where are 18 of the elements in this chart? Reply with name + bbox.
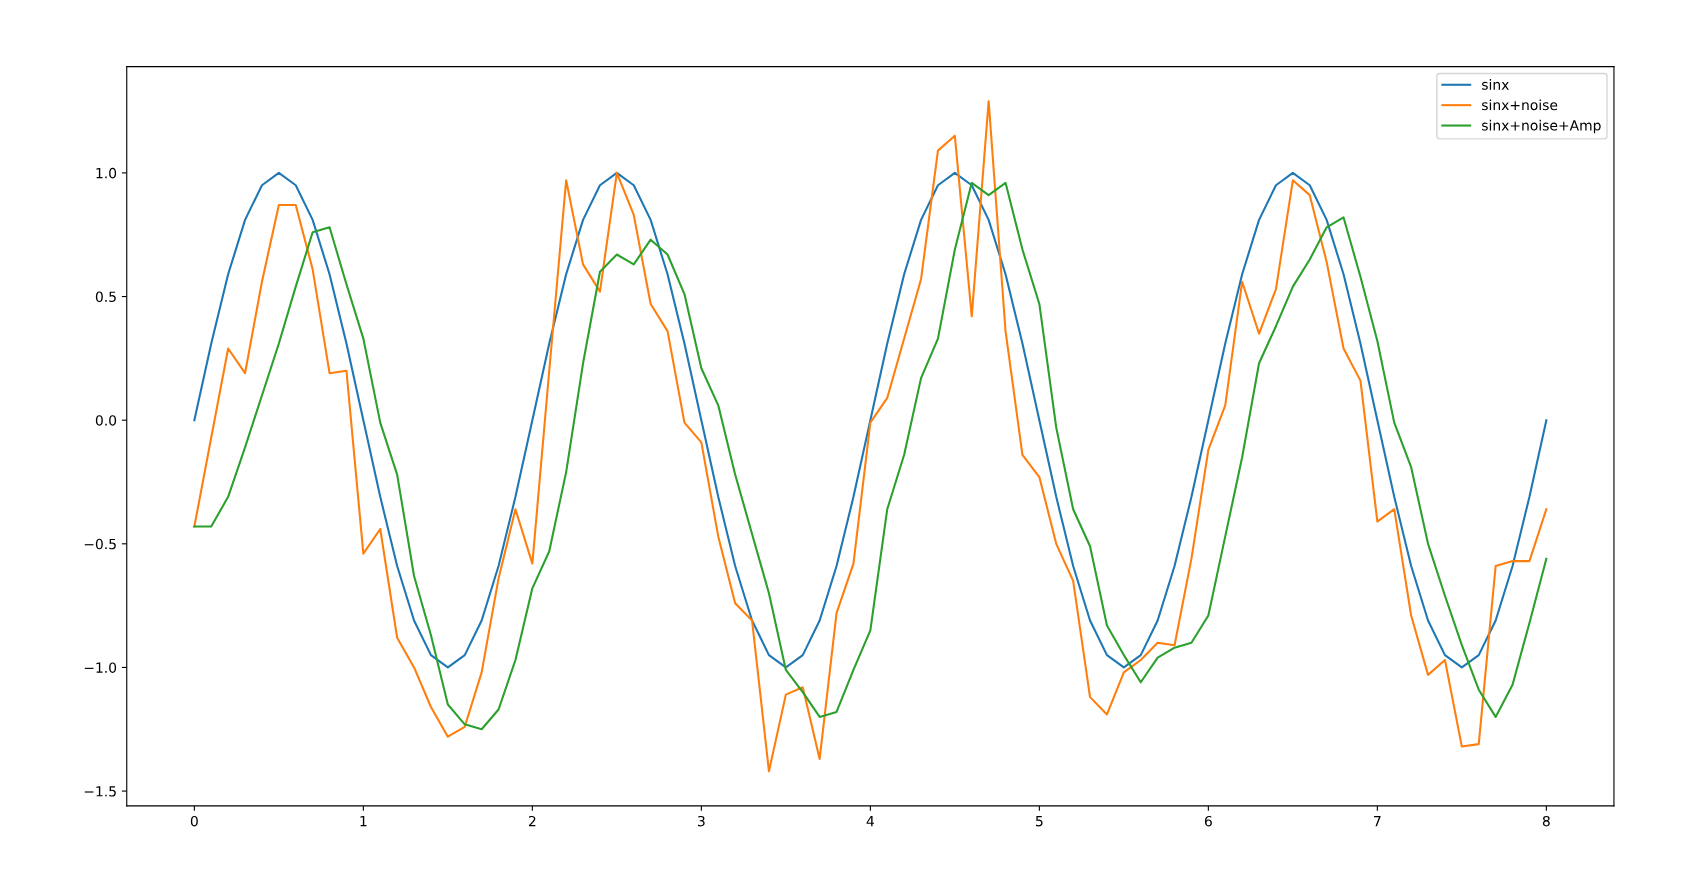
y-tick-label: −0.5 (84, 538, 116, 550)
y-tick-label: 1.0 (96, 167, 117, 179)
x-tick-label: 1 (360, 816, 367, 827)
x-tick-label: 0 (190, 815, 198, 827)
x-tick-label: 8 (1542, 815, 1550, 827)
x-tick-label: 5 (1036, 816, 1043, 827)
x-tick-label: 2 (528, 815, 536, 827)
legend-label: sinx+noise (1482, 99, 1558, 111)
x-tick-label: 4 (866, 816, 874, 827)
x-tick-label: 7 (1374, 816, 1381, 827)
x-tick-label: 6 (1204, 815, 1212, 827)
y-tick-label: 0.0 (95, 415, 117, 426)
y-tick-label: 0.5 (95, 291, 116, 303)
y-tick-label: −1.0 (84, 662, 117, 673)
legend-label: sinx+noise+Amp (1482, 119, 1601, 134)
x-tick-label: 3 (697, 815, 705, 827)
y-tick-label: −1.5 (84, 786, 116, 797)
legend-label: sinx (1482, 79, 1509, 90)
